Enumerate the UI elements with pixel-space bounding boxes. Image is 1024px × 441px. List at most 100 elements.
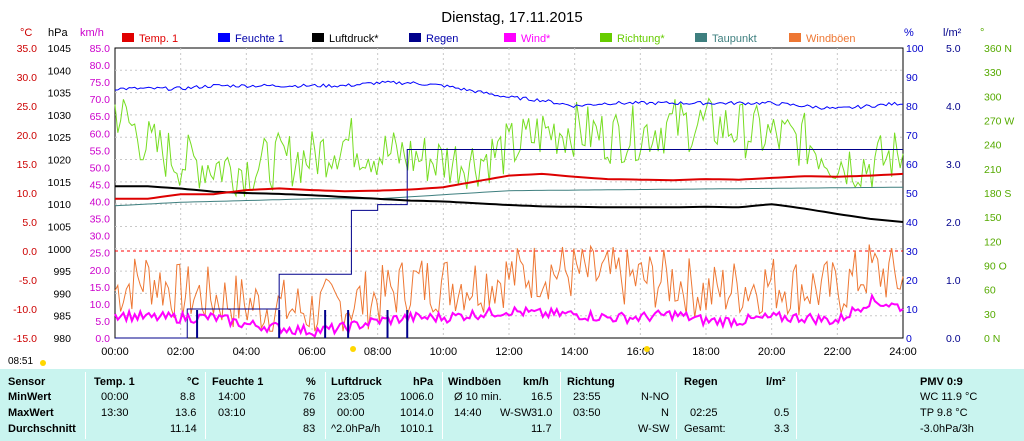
dir-min-time: 23:55	[573, 391, 601, 403]
direction-tick-label: 90 O	[984, 261, 1007, 273]
pressure-tick-label: 1030	[48, 110, 72, 122]
wind-tick-label: 85.0	[90, 43, 111, 55]
gust-avg: 11.7	[531, 423, 552, 435]
pressure-tick-label: 1015	[48, 177, 72, 189]
x-tick-label: 04:00	[233, 346, 261, 358]
rain-axis-unit: l/m²	[943, 27, 962, 39]
series-feuchte-1	[114, 80, 903, 110]
series-taupunkt	[114, 186, 904, 207]
time-marker-now	[40, 360, 46, 366]
series-windb-en	[114, 244, 904, 332]
x-tick-label: 02:00	[167, 346, 195, 358]
series-temp-1	[115, 172, 904, 200]
temp-min-value: 8.8	[180, 391, 196, 403]
temp-max-value: 13.6	[175, 407, 197, 419]
direction-tick-label: 30	[984, 309, 996, 321]
row-label-min: MinWert	[8, 391, 52, 403]
pressure-tick-label: 1010	[48, 199, 72, 211]
pmv-line2: TP 9.8 °C	[920, 407, 968, 419]
row-label-sensor: Sensor	[8, 376, 46, 388]
legend-swatch	[122, 33, 134, 42]
wind-tick-label: 55.0	[90, 145, 111, 157]
wind-tick-label: 50.0	[90, 162, 111, 174]
pmv-header: PMV 0:9	[920, 376, 963, 388]
x-tick-label: 12:00	[495, 346, 523, 358]
temp-tick-label: 20.0	[17, 130, 38, 142]
wind-axis-unit: km/h	[80, 27, 104, 39]
direction-tick-label: 330	[984, 67, 1002, 79]
gust-max-time: 14:40	[454, 407, 482, 419]
wind-tick-label: 30.0	[90, 231, 111, 243]
series-wind-	[114, 292, 904, 338]
wind-tick-label: 45.0	[90, 179, 111, 191]
wind-tick-label: 70.0	[90, 94, 111, 106]
wind-tick-label: 40.0	[90, 197, 111, 209]
rain-total: 3.3	[774, 423, 790, 435]
legend-swatch	[600, 33, 612, 42]
humidity-tick-label: 70	[906, 130, 918, 142]
rain-tick-label: 1.0	[946, 275, 961, 287]
rain-total-label: Gesamt:	[684, 423, 726, 435]
legend-swatch	[218, 33, 230, 42]
pressure-tick-label: 985	[53, 311, 71, 323]
rain-max-time: 02:25	[690, 407, 718, 419]
gust-max-dir: W-SW	[500, 407, 532, 419]
series-luftdruck-	[115, 185, 904, 223]
x-tick-label: 20:00	[758, 346, 786, 358]
legend-swatch	[409, 33, 421, 42]
humidity-tick-label: 30	[906, 246, 918, 258]
x-tick-label: 22:00	[824, 346, 852, 358]
temp-tick-label: -5.0	[19, 275, 37, 287]
legend-swatch	[695, 33, 707, 42]
legend-swatch	[789, 33, 801, 42]
humidity-tick-label: 50	[906, 188, 918, 200]
wind-tick-label: 60.0	[90, 128, 111, 140]
temp-tick-label: 25.0	[17, 101, 38, 113]
temp-tick-label: 0.0	[22, 246, 37, 258]
hum-avg: 83	[303, 423, 316, 435]
series-regen	[115, 149, 903, 339]
pressure-tick-label: 1000	[48, 244, 72, 256]
press-header: Luftdruck	[331, 376, 382, 388]
legend-swatch	[312, 33, 324, 42]
rain-tick-label: 4.0	[946, 101, 961, 113]
row-label-avg: Durchschnitt	[8, 423, 76, 435]
row-label-max: MaxWert	[8, 407, 54, 419]
hum-min-time: 14:00	[218, 391, 246, 403]
gust-max-value: 31.0	[531, 407, 553, 419]
humidity-tick-label: 40	[906, 217, 918, 229]
direction-tick-label: 120	[984, 236, 1002, 248]
direction-tick-label: 60	[984, 285, 996, 297]
rain-tick-label: 5.0	[946, 43, 961, 55]
x-tick-label: 00:00	[101, 346, 129, 358]
temp-tick-label: -10.0	[13, 304, 37, 316]
direction-tick-label: 180 S	[984, 188, 1011, 200]
legend-label: Luftdruck*	[329, 33, 379, 45]
gust-unit: km/h	[523, 376, 549, 388]
direction-tick-label: 0 N	[984, 333, 1000, 345]
pressure-tick-label: 980	[53, 333, 71, 345]
legend-label: Regen	[426, 33, 458, 45]
direction-tick-label: 270 W	[984, 116, 1014, 128]
wind-tick-label: 35.0	[90, 214, 111, 226]
press-unit: hPa	[413, 376, 434, 388]
pressure-tick-label: 1040	[48, 65, 72, 77]
dir-min-value: N-NO	[641, 391, 670, 403]
temp-avg: 11.14	[170, 423, 197, 435]
rain-max-value: 0.5	[774, 407, 790, 419]
legend-label: Richtung*	[617, 33, 665, 45]
humidity-tick-label: 80	[906, 101, 918, 113]
hum-max-time: 03:10	[218, 407, 246, 419]
humidity-tick-label: 100	[906, 43, 924, 55]
wind-tick-label: 25.0	[90, 248, 111, 260]
rain-tick-label: 3.0	[946, 159, 961, 171]
series-richtung-	[114, 97, 904, 198]
legend-label: Windböen	[806, 33, 856, 45]
wind-tick-label: 15.0	[90, 282, 111, 294]
pressure-tick-label: 1025	[48, 132, 72, 144]
x-tick-label: 10:00	[430, 346, 458, 358]
temp-axis-unit: °C	[20, 27, 32, 39]
temp-header: Temp. 1	[94, 376, 135, 388]
wind-tick-label: 80.0	[90, 60, 111, 72]
press-trend: ^2.0hPa/h	[331, 423, 381, 435]
